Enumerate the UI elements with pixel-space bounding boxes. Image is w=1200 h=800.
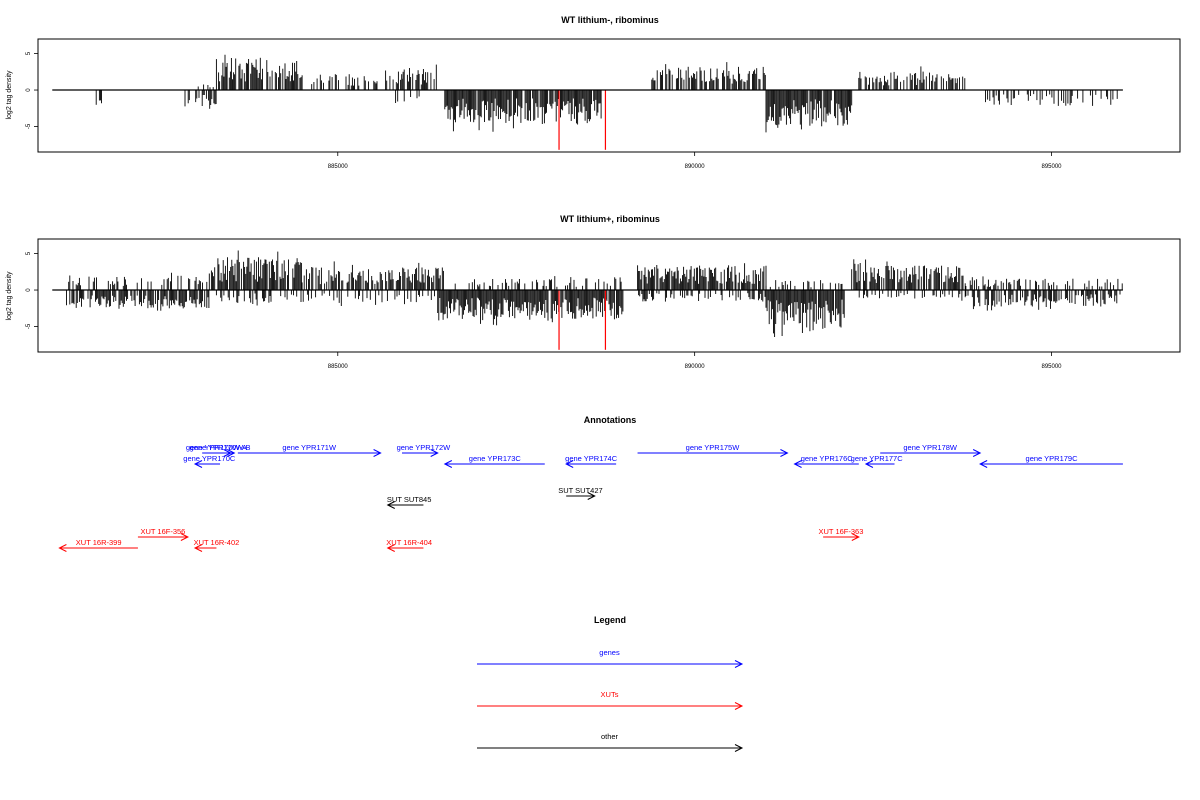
panel-title: WT lithium+, ribominus: [560, 214, 660, 224]
feature-label: gene YPR174C: [565, 454, 618, 463]
feature-label: XUT 16F-363: [819, 527, 864, 536]
feature-arrow-head: [864, 460, 874, 468]
axes: 5 0 -5 885000 890000 895000: [26, 51, 1123, 170]
legend-label: other: [601, 732, 619, 741]
x-tick-label: 885000: [328, 164, 349, 170]
track-panel-lithium-minus: WT lithium-, ribominus log2 tag density …: [6, 15, 1181, 170]
feature-gene: gene YPR174C: [565, 454, 618, 468]
plot-frame: [37, 238, 1181, 353]
x-tick-label: 890000: [685, 164, 706, 170]
x-tick-label: 895000: [1042, 164, 1063, 170]
legend-arrow-head: [734, 744, 744, 752]
legend-arrow-head: [734, 702, 744, 710]
feature-gene: gene YPR177C: [851, 454, 904, 468]
legend-item: other: [477, 732, 744, 752]
feature-xut: XUT 16R-399: [58, 538, 138, 552]
feature-label: gene YPR170C: [183, 454, 236, 463]
x-tick-label: 885000: [328, 364, 349, 370]
legend-item: genes: [477, 648, 744, 668]
legend-label: XUTs: [601, 690, 619, 699]
feature-arrow-head: [565, 460, 574, 468]
feature-xut: XUT 16F-356: [137, 527, 190, 541]
feature-arrow-head: [193, 544, 203, 552]
x-tick-label: 890000: [685, 364, 706, 370]
feature-gene: gene YPR175W: [637, 443, 789, 457]
y-tick-label: 0: [26, 88, 32, 92]
feature-arrow-head: [373, 449, 382, 457]
feature-label: gene YPR170W-B: [189, 443, 250, 452]
legend-items: genes XUTs other: [477, 648, 744, 752]
feature-arrow-head: [793, 460, 802, 468]
feature-label: gene YPR171W: [282, 443, 337, 452]
legend-title: Legend: [594, 615, 626, 625]
feature-gene: gene YPR178W: [880, 443, 982, 457]
signal-marks: [66, 250, 1123, 350]
feature-arrow-head: [386, 544, 395, 552]
feature-other: SUT SUT427: [558, 486, 603, 500]
feature-gene: gene YPR170C: [183, 454, 236, 468]
feature-xut: XUT 16R-404: [386, 538, 432, 552]
feature-gene: gene YPR171W: [237, 443, 382, 457]
feature-label: gene YPR170W-A: [186, 443, 247, 452]
feature-other: SUT SUT845: [386, 495, 431, 509]
feature-label: XUT 16R-402: [194, 538, 240, 547]
feature-gene: gene YPR170W-B: [189, 443, 251, 457]
legend-arrow-head: [734, 660, 744, 668]
feature-gene: gene YPR176C: [793, 454, 859, 468]
feature-gene: gene YPR173C: [443, 454, 545, 468]
feature-arrow-head: [587, 492, 596, 500]
feature-arrow-head: [193, 460, 203, 468]
feature-arrow-head: [58, 544, 67, 552]
feature-xut: XUT 16F-363: [819, 527, 864, 541]
feature-arrow-head: [227, 449, 236, 457]
feature-label: gene YPR172W: [397, 443, 452, 452]
feature-label: gene YPR175W: [686, 443, 741, 452]
signal-marks: [95, 54, 1118, 150]
feature-xut: XUT 16R-402: [193, 538, 240, 552]
x-tick-label: 895000: [1042, 364, 1063, 370]
legend-item: XUTs: [477, 690, 744, 710]
feature-label: XUT 16R-404: [386, 538, 432, 547]
y-axis-label: log2 tag density: [6, 271, 13, 321]
feature-label: gene YPR176C: [801, 454, 854, 463]
y-tick-label: -5: [26, 123, 32, 129]
y-tick-label: 5: [26, 51, 32, 55]
panel-title: WT lithium-, ribominus: [561, 15, 659, 25]
track-panel-lithium-plus: WT lithium+, ribominus log2 tag density …: [6, 214, 1181, 370]
feature-arrow-head: [430, 449, 439, 457]
y-tick-label: 0: [26, 288, 32, 292]
feature-label: gene YPR178W: [903, 443, 958, 452]
feature-arrow-head: [851, 533, 860, 541]
feature-label: XUT 16F-356: [140, 527, 185, 536]
feature-label: gene YPR179C: [1026, 454, 1079, 463]
feature-label: XUT 16R-399: [76, 538, 122, 547]
y-axis-label: log2 tag density: [6, 70, 13, 120]
legend-label: genes: [599, 648, 620, 657]
feature-arrow-head: [780, 449, 789, 457]
feature-label: gene YPR173C: [469, 454, 522, 463]
plot-frame: [37, 38, 1181, 153]
feature-arrow-head: [180, 533, 190, 541]
feature-label: SUT SUT845: [387, 495, 431, 504]
y-tick-label: -5: [26, 323, 32, 329]
legend: Legend genes XUTs other: [477, 615, 744, 752]
feature-arrow-head: [443, 460, 453, 468]
annotations-title: Annotations: [584, 415, 637, 425]
feature-label: SUT SUT427: [558, 486, 602, 495]
feature-gene: gene YPR179C: [979, 454, 1123, 468]
feature-label: gene YPR177C: [851, 454, 904, 463]
feature-gene: gene YPR172W: [397, 443, 452, 457]
feature-arrow-head: [979, 460, 988, 468]
feature-arrow-head: [386, 501, 395, 509]
y-tick-label: 5: [26, 251, 32, 255]
axes: 5 0 -5 885000 890000 895000: [26, 251, 1123, 370]
feature-arrow-head: [972, 449, 982, 457]
